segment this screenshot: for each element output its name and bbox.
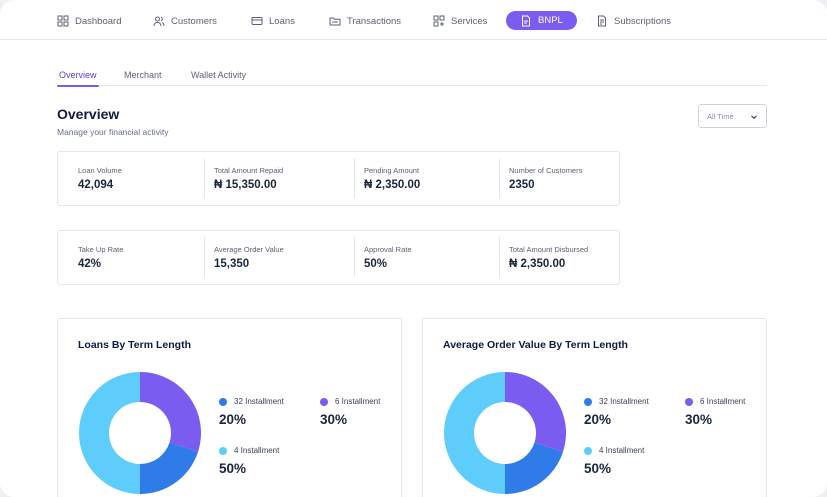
stat-label: Average Order Value bbox=[214, 245, 284, 254]
document-icon bbox=[522, 15, 530, 26]
stat-value: 15,350 bbox=[214, 258, 250, 270]
stat-value: 2350 bbox=[509, 179, 535, 191]
time-filter-value: All Time bbox=[707, 111, 734, 121]
stat-divider bbox=[499, 158, 500, 198]
legend-dot bbox=[320, 397, 328, 406]
chart-card-average-order-value: Average Order Value By Term Length 32 In… bbox=[422, 318, 767, 497]
page-subtitle: Manage your financial activity bbox=[57, 127, 169, 137]
legend-label: 4 Installment bbox=[599, 446, 645, 455]
stat-value: ₦ 2,350.00 bbox=[364, 179, 421, 191]
stat-label: Take Up Rate bbox=[78, 245, 124, 254]
nav-item-label: Dashboard bbox=[75, 15, 122, 27]
stat-label: Total Amount Repaid bbox=[214, 166, 284, 175]
legend-4-installment: 4 Installment 50% bbox=[219, 446, 279, 476]
nav-item-transactions[interactable]: Transactions bbox=[329, 11, 401, 31]
time-filter-select[interactable]: All Time bbox=[698, 104, 767, 128]
stat-label: Total Amount Disbursed bbox=[509, 245, 589, 254]
chevron-down-icon bbox=[751, 115, 757, 120]
donut-chart bbox=[79, 372, 201, 494]
folder-icon bbox=[329, 17, 341, 26]
stat-divider bbox=[354, 237, 355, 277]
grid-icon bbox=[57, 15, 69, 27]
legend-32-installment: 32 Installment 20% bbox=[584, 397, 649, 427]
stat-divider bbox=[204, 237, 205, 277]
stat-value: ₦ 2,350.00 bbox=[509, 258, 566, 270]
legend-label-row: 32 Installment bbox=[584, 397, 649, 406]
donut-slice-6-installment bbox=[140, 372, 201, 452]
legend-value: 30% bbox=[685, 412, 713, 427]
nav-item-label: BNPL bbox=[538, 15, 563, 26]
nav-item-dashboard[interactable]: Dashboard bbox=[57, 11, 121, 31]
stat-label: Loan Volume bbox=[78, 166, 122, 175]
legend-dot bbox=[584, 397, 592, 406]
donut-slice-32-installment bbox=[140, 442, 199, 494]
services-icon bbox=[433, 15, 445, 27]
legend-value: 50% bbox=[584, 461, 612, 476]
stats-card-primary: Loan Volume 42,094 Total Amount Repaid ₦… bbox=[57, 151, 620, 206]
stat-value: 50% bbox=[364, 258, 388, 270]
chart-card-loans-by-term: Loans By Term Length 32 Installment 20% … bbox=[57, 318, 402, 497]
donut-chart bbox=[444, 372, 566, 494]
top-navigation: Dashboard Customers Loans Transactions bbox=[0, 0, 827, 40]
legend-value: 50% bbox=[219, 461, 247, 476]
nav-item-label: Subscriptions bbox=[614, 15, 672, 27]
legend-32-installment: 32 Installment 20% bbox=[219, 397, 284, 427]
legend-label-row: 6 Installment bbox=[685, 397, 745, 406]
tab-wallet-activity[interactable]: Wallet Activity bbox=[191, 70, 247, 80]
legend-6-installment: 6 Installment 30% bbox=[685, 397, 745, 427]
users-icon bbox=[153, 16, 165, 27]
chart-title: Average Order Value By Term Length bbox=[443, 339, 628, 351]
legend-label: 6 Installment bbox=[335, 397, 381, 406]
chart-title: Loans By Term Length bbox=[78, 339, 191, 351]
nav-item-loans[interactable]: Loans bbox=[251, 11, 295, 31]
stat-label: Number of Customers bbox=[509, 166, 583, 175]
legend-label: 32 Installment bbox=[234, 397, 284, 406]
subtabs: Overview Merchant Wallet Activity bbox=[57, 66, 767, 87]
page-title: Overview bbox=[57, 106, 120, 122]
stat-divider bbox=[499, 237, 500, 277]
legend-dot bbox=[584, 446, 592, 455]
donut-slice-4-installment bbox=[79, 372, 140, 494]
nav-item-bnpl[interactable]: BNPL bbox=[506, 11, 577, 30]
legend-label: 32 Installment bbox=[599, 397, 649, 406]
donut-slice-6-installment bbox=[505, 372, 566, 452]
nav-item-services[interactable]: Services bbox=[433, 11, 487, 31]
tab-overview[interactable]: Overview bbox=[57, 70, 99, 87]
donut-slice-32-installment bbox=[505, 442, 564, 494]
stats-card-secondary: Take Up Rate 42% Average Order Value 15,… bbox=[57, 230, 620, 285]
stat-divider bbox=[354, 158, 355, 198]
legend-value: 20% bbox=[584, 412, 612, 427]
stat-value: 42% bbox=[78, 258, 102, 270]
nav-item-label: Loans bbox=[269, 15, 295, 27]
legend-label-row: 6 Installment bbox=[320, 397, 380, 406]
legend-label-row: 4 Installment bbox=[219, 446, 279, 455]
nav-item-label: Transactions bbox=[347, 15, 402, 27]
stat-label: Pending Amount bbox=[364, 166, 420, 175]
nav-item-subscriptions[interactable]: Subscriptions bbox=[596, 11, 671, 31]
card-icon bbox=[251, 17, 263, 25]
nav-item-label: Customers bbox=[171, 15, 217, 27]
legend-dot bbox=[219, 446, 227, 455]
tab-merchant[interactable]: Merchant bbox=[124, 70, 162, 80]
legend-value: 20% bbox=[219, 412, 247, 427]
legend-4-installment: 4 Installment 50% bbox=[584, 446, 644, 476]
legend-label-row: 32 Installment bbox=[219, 397, 284, 406]
stat-divider bbox=[204, 158, 205, 198]
nav-item-customers[interactable]: Customers bbox=[153, 11, 217, 31]
stat-label: Approval Rate bbox=[364, 245, 412, 254]
donut-slice-4-installment bbox=[444, 372, 505, 494]
stat-value: ₦ 15,350.00 bbox=[214, 179, 277, 191]
stat-value: 42,094 bbox=[78, 179, 114, 191]
legend-label: 6 Installment bbox=[700, 397, 746, 406]
legend-value: 30% bbox=[320, 412, 348, 427]
legend-dot bbox=[685, 397, 693, 406]
legend-label-row: 4 Installment bbox=[584, 446, 644, 455]
legend-dot bbox=[219, 397, 227, 406]
nav-item-label: Services bbox=[451, 15, 488, 27]
legend-label: 4 Installment bbox=[234, 446, 280, 455]
legend-6-installment: 6 Installment 30% bbox=[320, 397, 380, 427]
subscriptions-icon bbox=[598, 15, 606, 27]
